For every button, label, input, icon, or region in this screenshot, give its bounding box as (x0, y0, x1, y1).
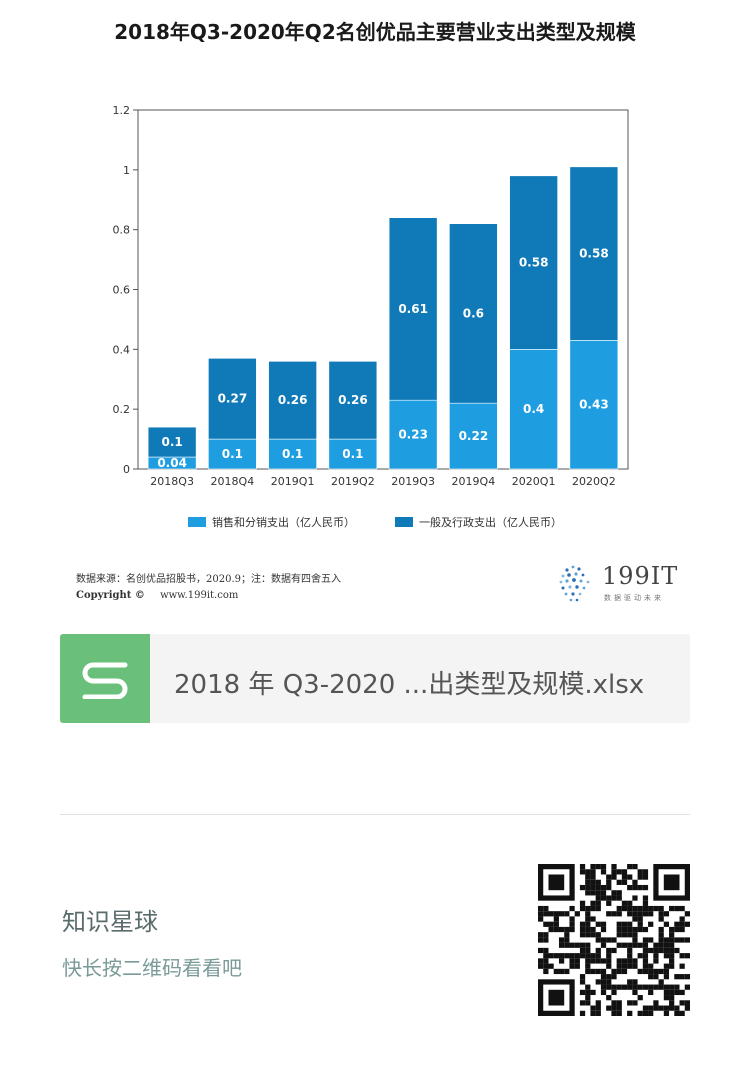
bar-admin (449, 223, 498, 404)
divider (60, 814, 690, 815)
data-label: 0.1 (222, 447, 243, 461)
stacked-bar-chart: 0 0.2 0.4 0.6 0.8 1 1.2 0.04 0.1 2018Q3 0.1 0.27 201… (113, 104, 629, 488)
y-tick-label: 1 (123, 164, 130, 177)
bar-admin (509, 175, 558, 350)
bar-admin (208, 358, 257, 440)
website-link[interactable]: www.199it.com (160, 590, 239, 601)
bar-admin (268, 360, 317, 440)
x-tick-label: 2019Q3 (391, 475, 435, 488)
data-label: 0.27 (218, 392, 248, 406)
data-label: 0.1 (161, 435, 182, 449)
y-tick-label: 0 (123, 463, 130, 476)
data-label: 0.23 (398, 428, 428, 442)
y-tick-label: 0.6 (113, 284, 131, 297)
data-label: 0.58 (579, 247, 609, 261)
spreadsheet-file-icon (60, 634, 150, 723)
bar-admin (388, 217, 438, 401)
copyright-label: Copyright © (76, 590, 145, 601)
data-label: 0.26 (338, 393, 368, 407)
legend-item-sales: 销售和分销支出（亿人民币） (188, 514, 355, 530)
bar-sales (449, 402, 498, 470)
bar-sales (569, 340, 619, 470)
bar-sales (388, 399, 438, 470)
x-tick-label: 2018Q3 (150, 475, 194, 488)
data-label: 0.26 (278, 393, 308, 407)
legend-swatch-admin (395, 517, 413, 527)
data-label: 0.1 (282, 447, 303, 461)
bar-sales (268, 438, 317, 470)
data-label: 0.61 (398, 302, 428, 316)
bar-admin (147, 426, 197, 458)
legend-label-sales: 销售和分销支出（亿人民币） (212, 516, 355, 529)
legend-label-admin: 一般及行政支出（亿人民币） (419, 516, 562, 529)
file-name: 2018 年 Q3-2020 ...出类型及规模.xlsx (174, 670, 645, 700)
footer-subtitle: 快长按二维码看看吧 (62, 956, 242, 980)
bar-admin (569, 166, 619, 341)
brand-tagline: 数据驱动未来 (604, 594, 664, 602)
bar-sales (208, 438, 257, 470)
data-label: 0.58 (519, 256, 549, 270)
data-label: 0.4 (523, 402, 544, 416)
legend-swatch-sales (188, 517, 206, 527)
chart-title: 2018年Q3-2020年Q2名创优品主要营业支出类型及规模 (114, 20, 636, 44)
y-tick-label: 0.4 (113, 343, 131, 356)
source-note: 数据来源：名创优品招股书，2020.9；注：数据有四舍五入 (76, 574, 341, 585)
brand-name: 199IT (602, 562, 679, 590)
bar-sales (328, 438, 378, 470)
legend-item-admin: 一般及行政支出（亿人民币） (395, 514, 562, 530)
footer-title: 知识星球 (62, 908, 158, 936)
data-label: 0.6 (463, 306, 484, 320)
x-tick-label: 2019Q2 (331, 475, 375, 488)
copyright-line: Copyright © www.199it.com (76, 590, 238, 601)
y-tick-label: 0.2 (113, 403, 131, 416)
x-tick-label: 2020Q1 (512, 475, 556, 488)
data-label: 0.1 (342, 447, 363, 461)
x-tick-label: 2018Q4 (211, 475, 255, 488)
data-label: 0.22 (459, 429, 489, 443)
bar-sales (509, 349, 558, 470)
x-tick-label: 2019Q4 (452, 475, 496, 488)
x-tick-label: 2019Q1 (271, 475, 315, 488)
file-attachment-card[interactable]: 2018 年 Q3-2020 ...出类型及规模.xlsx (60, 634, 690, 723)
data-label: 0.43 (579, 398, 609, 412)
qr-code-icon[interactable] (538, 864, 690, 1016)
chart-legend: 销售和分销支出（亿人民币） 一般及行政支出（亿人民币） (0, 514, 750, 530)
y-tick-label: 1.2 (113, 104, 131, 117)
data-label: 0.04 (157, 456, 187, 470)
brand-logo-icon (559, 565, 590, 602)
bar-admin (328, 360, 378, 440)
y-tick-label: 0.8 (113, 224, 131, 237)
x-tick-label: 2020Q2 (572, 475, 616, 488)
